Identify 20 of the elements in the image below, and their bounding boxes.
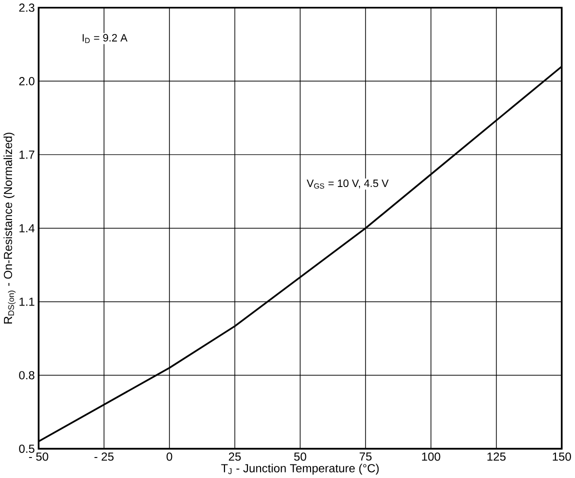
y-tick-label: 1.4 (20, 224, 35, 232)
y-tick-label: 2.0 (19, 76, 34, 86)
annotation: V$_{GS}$ = 10 V, 4.5 V (306, 179, 389, 189)
x-tick-label: 50 (294, 452, 306, 461)
x-tick-label: 25 (228, 452, 241, 461)
x-tick-label: 125 (487, 452, 506, 461)
x-tick-label: - 50 (29, 452, 48, 461)
x-tick-label: 75 (360, 452, 372, 461)
y-tick-label: 0.8 (19, 371, 34, 380)
y-tick-label: 1.1 (20, 298, 34, 306)
y-tick-label: 1.7 (20, 150, 34, 159)
y-tick-label: 0.5 (19, 444, 34, 453)
x-tick-label: 100 (422, 452, 440, 461)
y-axis-title: R$_{DS(on)}$ - On-Resistance (Normalized) (4, 132, 16, 324)
x-tick-label: 0 (166, 452, 172, 461)
x-tick-label: - 25 (94, 452, 114, 461)
x-axis-title: T$_{J}$ - Junction Temperature (°C) (221, 464, 379, 475)
annotation: I$_{D}$ = 9.2 A (82, 34, 128, 43)
x-tick-label: 150 (552, 452, 571, 461)
y-tick-label: 2.3 (19, 3, 34, 12)
